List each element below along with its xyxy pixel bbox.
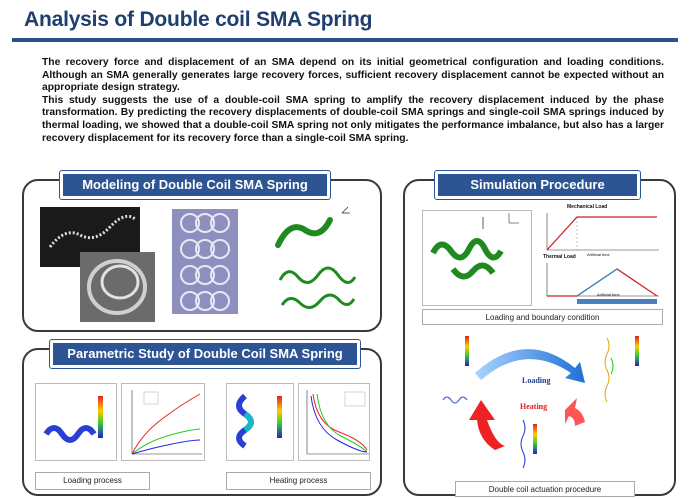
loading-force-plot-graphic	[131, 390, 202, 455]
boundary-condition-caption: Loading and boundary condition	[422, 309, 663, 325]
actuation-procedure-caption: Double coil actuation procedure	[455, 481, 635, 497]
load-charts: Mechanical Load Thermal Load Artificial …	[537, 203, 663, 306]
heating-process-caption: Heating process	[226, 472, 371, 490]
heating-force-plot	[298, 383, 370, 461]
boundary-spring-graphic	[430, 213, 519, 280]
sem-closeup-photo	[80, 252, 155, 322]
intro-paragraph-2: This study suggests the use of a double-…	[42, 94, 664, 144]
load-charts-graphic	[546, 213, 659, 304]
intro-text: The recovery force and displacement of a…	[42, 57, 664, 145]
artificial-time-label-1: Artificial time	[587, 252, 610, 257]
parametric-panel-title: Parametric Study of Double Coil SMA Spri…	[49, 339, 361, 369]
sem-coil-graphic	[48, 214, 136, 248]
artificial-time-label-2: Artificial time	[597, 292, 620, 297]
loading-process-caption: Loading process	[35, 472, 150, 490]
loading-force-plot	[121, 383, 205, 461]
mechanical-load-label: Mechanical Load	[567, 204, 608, 210]
loading-arrow-label: Loading	[522, 376, 551, 385]
sem-closeup-graphic	[87, 259, 147, 315]
coil-model-render	[172, 209, 238, 314]
heating-force-plot-graphic	[306, 390, 369, 455]
title-divider	[12, 38, 678, 42]
coil-model-graphic	[180, 213, 230, 311]
heating-spring-render	[226, 383, 294, 461]
actuation-cycle-graphic	[442, 336, 639, 469]
loading-spring-graphic	[43, 396, 103, 443]
heating-arrow-label: Heating	[520, 402, 548, 411]
heating-spring-graphic	[236, 393, 282, 449]
intro-paragraph-1: The recovery force and displacement of a…	[42, 57, 664, 94]
green-spring-models	[275, 206, 357, 309]
simulation-panel-title: Simulation Procedure	[434, 170, 641, 200]
boundary-spring-render	[422, 210, 532, 306]
modeling-panel-title: Modeling of Double Coil SMA Spring	[59, 170, 331, 200]
thermal-load-label: Thermal Load	[543, 254, 576, 260]
loading-spring-render	[35, 383, 117, 461]
page-title: Analysis of Double coil SMA Spring	[24, 8, 373, 31]
